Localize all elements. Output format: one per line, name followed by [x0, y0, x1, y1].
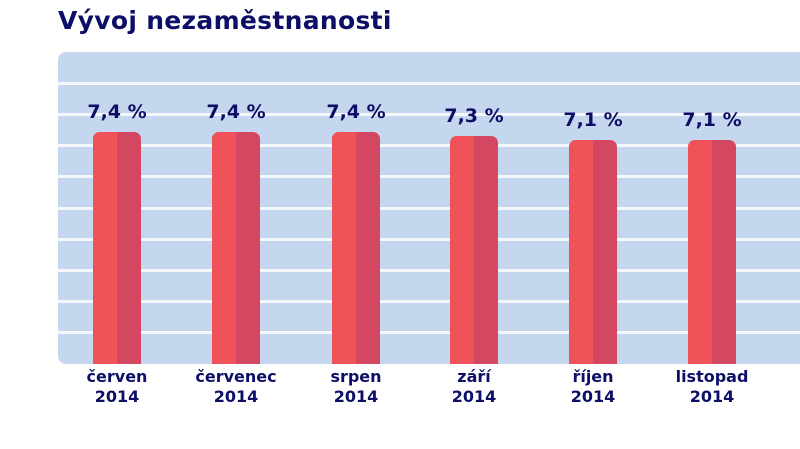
category-month: říjen [572, 367, 614, 386]
gridline [58, 82, 800, 85]
gridline [58, 207, 800, 210]
category-year: 2014 [333, 387, 379, 406]
bar-cerven [93, 132, 141, 364]
gridline [58, 300, 800, 303]
category-label: září 2014 [409, 367, 539, 407]
value-label: 7,4 % [206, 101, 266, 123]
category-label: červenec 2014 [171, 367, 301, 407]
category-month: listopad [675, 367, 749, 386]
gridline [58, 175, 800, 178]
category-month: srpen [330, 367, 382, 386]
category-label: červen 2014 [52, 367, 182, 407]
gridline [58, 144, 800, 147]
bar-srpen [332, 132, 380, 364]
value-label: 7,3 % [444, 105, 504, 127]
category-year: 2014 [689, 387, 735, 406]
category-year: 2014 [94, 387, 140, 406]
category-label: listopad 2014 [647, 367, 777, 407]
bar-cervenec [212, 132, 260, 364]
bar-rijen [569, 140, 617, 364]
category-label: říjen 2014 [528, 367, 658, 407]
category-label: srpen 2014 [291, 367, 421, 407]
value-label: 7,1 % [563, 109, 623, 131]
category-year: 2014 [213, 387, 259, 406]
bar-zari [450, 136, 498, 364]
plot-area [58, 52, 800, 364]
value-label: 7,1 % [682, 109, 742, 131]
gridline [58, 238, 800, 241]
gridline [58, 113, 800, 116]
category-month: červen [86, 367, 148, 386]
category-month: červenec [195, 367, 277, 386]
category-month: září [457, 367, 491, 386]
category-year: 2014 [451, 387, 497, 406]
bar-listopad [688, 140, 736, 364]
value-label: 7,4 % [326, 101, 386, 123]
category-year: 2014 [570, 387, 616, 406]
gridline [58, 331, 800, 334]
gridline [58, 269, 800, 272]
chart-title: Vývoj nezaměstnanosti [58, 6, 392, 35]
value-label: 7,4 % [87, 101, 147, 123]
